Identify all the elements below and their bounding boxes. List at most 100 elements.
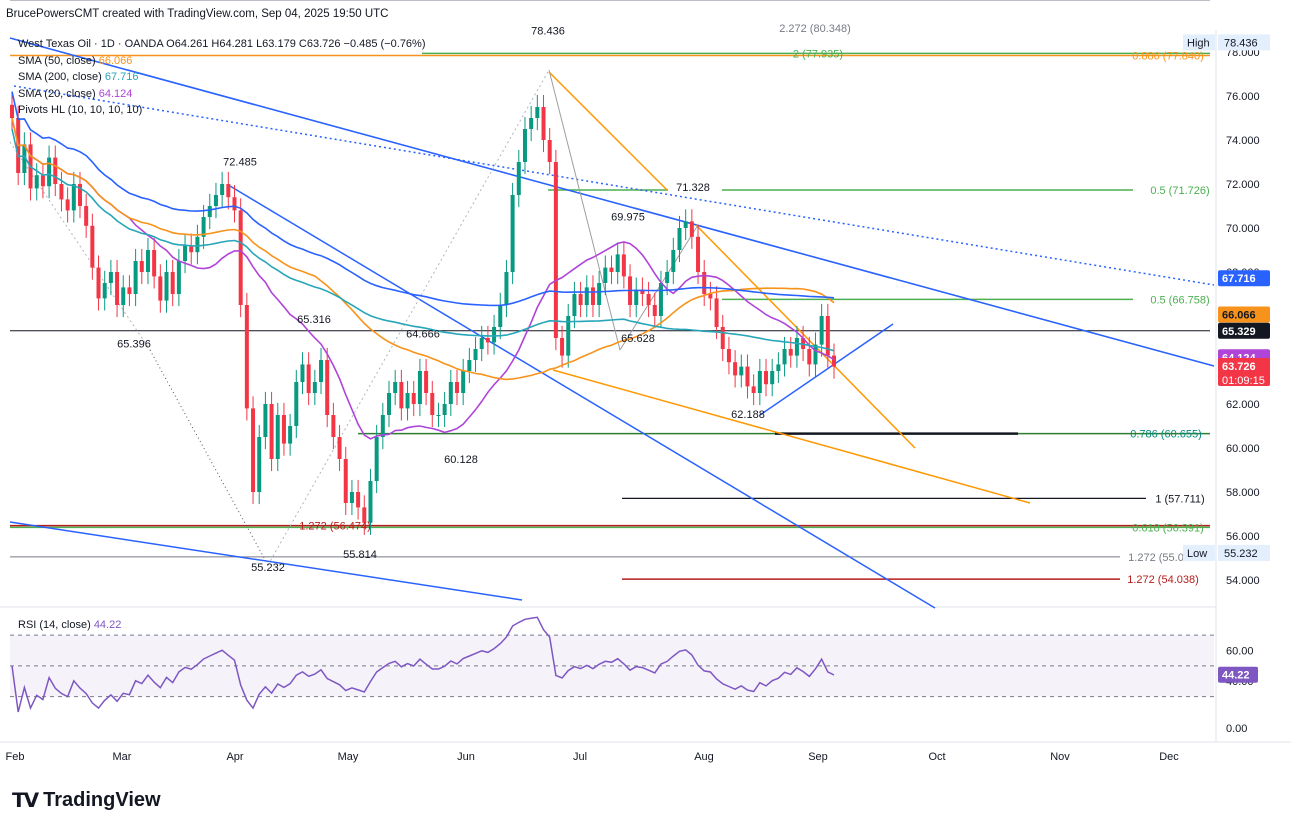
- candle-body: [572, 294, 577, 316]
- time-tick: Mar: [113, 751, 132, 763]
- candle-body: [164, 272, 169, 301]
- fib-label: 0.618 (56.391): [1132, 522, 1204, 534]
- pivot-label: 65.396: [117, 338, 151, 350]
- candle-body: [152, 250, 157, 277]
- fib-label: 0.5 (71.726): [1150, 185, 1209, 197]
- price-tick: 62.000: [1226, 399, 1260, 411]
- candle-body: [621, 254, 626, 277]
- candle-body: [387, 393, 392, 415]
- candle-body: [374, 437, 379, 481]
- pivots-label: Pivots HL (10, 10, 10, 10): [18, 104, 143, 116]
- candle-body: [696, 236, 701, 272]
- sma20-label: SMA (20, close): [18, 87, 96, 100]
- sma20-row[interactable]: SMA (20, close) 64.124: [18, 86, 426, 103]
- price-tick: 72.000: [1226, 179, 1260, 191]
- candle-body: [263, 404, 268, 437]
- time-tick: Sep: [808, 751, 828, 763]
- candle-body: [34, 175, 39, 189]
- tradingview-brand[interactable]: 𝗧𝗩 TradingView: [12, 788, 161, 813]
- candle-body: [405, 393, 410, 409]
- price-tag-bg: [1218, 322, 1270, 339]
- zigzag-2: [149, 349, 269, 566]
- candle-body: [504, 272, 509, 305]
- rsi-value: 44.22: [93, 619, 122, 631]
- time-tick: May: [338, 751, 359, 763]
- candle-body: [590, 287, 595, 305]
- candle-body: [770, 371, 775, 385]
- time-tick: Nov: [1050, 751, 1070, 763]
- candle-body: [331, 415, 336, 437]
- time-tick: Feb: [6, 751, 25, 763]
- sma200-value: 67.716: [104, 71, 139, 83]
- channel-orange-b: [695, 224, 916, 449]
- candle-body: [733, 362, 738, 376]
- candle-body: [102, 283, 107, 299]
- fib-label: 1.272 (56.474): [299, 521, 371, 533]
- time-tick: Apr: [226, 751, 243, 763]
- symbol-row[interactable]: West Texas Oil · 1D · OANDA O64.261 H64.…: [18, 36, 426, 53]
- candle-body: [380, 415, 385, 437]
- candle-body: [306, 364, 311, 393]
- candle-body: [467, 360, 472, 371]
- candle-body: [189, 245, 194, 253]
- sma200-line: [11, 91, 835, 307]
- candle-body: [362, 507, 367, 523]
- candle-body: [96, 267, 101, 299]
- price-tick: 54.000: [1226, 575, 1260, 587]
- fib-label: 2.272 (80.348): [779, 23, 851, 35]
- price-tag-value: 67.716: [1222, 273, 1256, 285]
- candle-body: [683, 221, 688, 228]
- candle-body: [430, 393, 435, 415]
- price-tag-bg: [1218, 306, 1270, 323]
- candle-body: [312, 382, 317, 393]
- candle-body: [108, 272, 113, 283]
- candle-body: [708, 294, 713, 299]
- candle-body: [689, 221, 694, 237]
- time-tick: Jun: [457, 751, 475, 763]
- candle-body: [275, 415, 280, 459]
- candle-body: [813, 344, 818, 365]
- candle-body: [399, 382, 404, 409]
- candle-body: [714, 298, 719, 327]
- candle-body: [269, 404, 274, 459]
- sma50-row[interactable]: SMA (50, close) 66.066: [18, 53, 426, 70]
- price-tag-value: 55.232: [1224, 548, 1258, 560]
- candle-body: [337, 437, 342, 459]
- pivot-label: 72.485: [223, 156, 257, 168]
- price-tag-value: 66.066: [1222, 310, 1256, 322]
- sma20-line: [11, 117, 835, 440]
- sma50-line: [11, 117, 835, 381]
- candle-body: [65, 199, 70, 211]
- trendline-lower: [229, 185, 936, 609]
- candle-body: [609, 267, 614, 272]
- candle-body: [560, 338, 565, 356]
- candle-body: [59, 184, 64, 200]
- pivot-label: 55.232: [251, 562, 285, 574]
- rsi-legend[interactable]: RSI (14, close) 44.22: [18, 619, 121, 631]
- fib-label: 1.272 (55.0: [1128, 552, 1184, 564]
- candle-body: [127, 287, 132, 294]
- candle-body: [541, 107, 546, 140]
- rsi-tag-value: 44.22: [1222, 670, 1250, 682]
- sma200-row[interactable]: SMA (200, close) 67.716: [18, 69, 426, 86]
- chart-legend: West Texas Oil · 1D · OANDA O64.261 H64.…: [18, 36, 426, 119]
- candle-body: [634, 289, 639, 305]
- candle-body: [288, 426, 293, 444]
- candle-body: [702, 272, 707, 294]
- price-tag-lbl-bg: [1183, 544, 1215, 561]
- sma20-value: 64.124: [98, 87, 133, 100]
- price-tag-label: High: [1187, 37, 1210, 49]
- candle-body: [281, 415, 286, 444]
- candle-body: [553, 162, 558, 338]
- fib-label: 1 (57.711): [1155, 493, 1204, 505]
- candle-body: [133, 261, 138, 294]
- candle-body: [485, 338, 490, 343]
- candle-body: [788, 349, 793, 356]
- candle-body: [121, 287, 126, 305]
- pivots-row[interactable]: Pivots HL (10, 10, 10, 10): [18, 102, 426, 119]
- candle-body: [251, 408, 256, 492]
- price-tag-value: 65.329: [1222, 326, 1256, 338]
- fib-label: 0.5 (66.758): [1150, 294, 1209, 306]
- candle-body: [492, 327, 497, 343]
